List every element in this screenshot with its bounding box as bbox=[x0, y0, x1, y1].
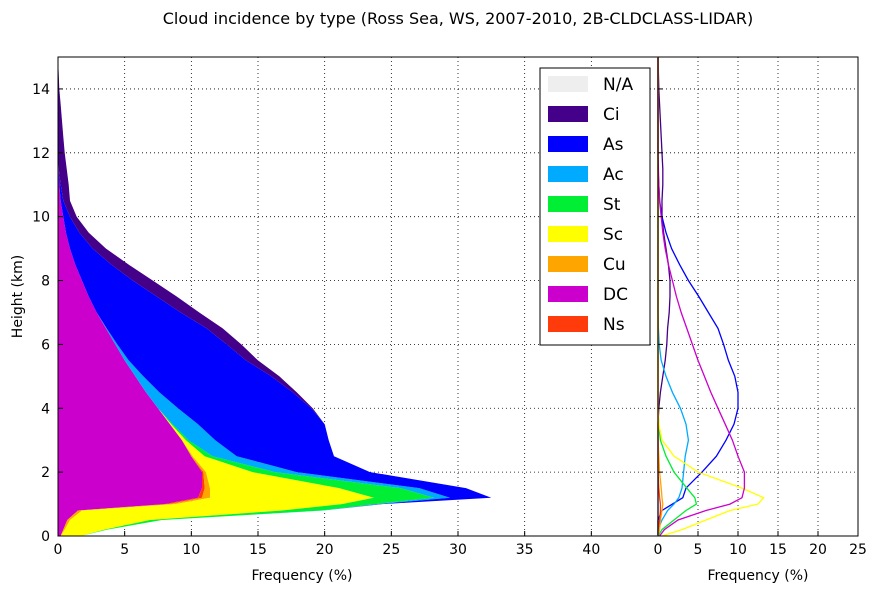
main-xtick-label: 30 bbox=[449, 542, 467, 558]
legend-label: Sc bbox=[603, 225, 623, 245]
side-xtick-label: 15 bbox=[769, 542, 787, 558]
chart-title: Cloud incidence by type (Ross Sea, WS, 2… bbox=[163, 9, 754, 28]
legend-item-cu: Cu bbox=[548, 255, 626, 275]
legend-swatch bbox=[548, 256, 588, 272]
legend-swatch bbox=[548, 166, 588, 182]
legend-item-ns: Ns bbox=[548, 315, 625, 335]
legend-label: As bbox=[603, 135, 624, 155]
side-xtick-label: 5 bbox=[694, 542, 703, 558]
main-y-axis-label: Height (km) bbox=[10, 255, 26, 338]
main-xtick-label: 0 bbox=[54, 542, 63, 558]
profile-line-6 bbox=[657, 57, 746, 537]
main-ytick-label: 2 bbox=[41, 465, 50, 481]
legend-label: St bbox=[603, 195, 621, 215]
legend-label: N/A bbox=[603, 75, 633, 95]
profile-line-3 bbox=[657, 57, 698, 537]
legend-item-dc: DC bbox=[548, 285, 628, 305]
main-axes: 0 5 10 15 20 25 30 35 40 0 2 4 6 8 10 12 14 Frequency (%)… bbox=[10, 56, 659, 584]
legend-label: Cu bbox=[603, 255, 626, 275]
legend-swatch bbox=[548, 316, 588, 332]
side-xtick-label: 20 bbox=[809, 542, 827, 558]
main-ytick-label: 8 bbox=[41, 274, 50, 290]
side-panel: 0 5 10 15 20 25 Frequency (%) bbox=[654, 56, 867, 584]
main-ytick-label: 0 bbox=[41, 529, 50, 545]
legend-item-na: N/A bbox=[548, 75, 633, 95]
side-xtick-label: 0 bbox=[654, 542, 663, 558]
area-st bbox=[58, 57, 434, 536]
area-dc bbox=[58, 57, 202, 536]
legend: N/A Ci As Ac St Sc Cu DC Ns bbox=[539, 67, 651, 346]
side-axes: 0 5 10 15 20 25 Frequency (%) bbox=[654, 56, 867, 584]
legend-label: Ns bbox=[603, 315, 625, 335]
main-ytick-label: 4 bbox=[41, 401, 50, 417]
legend-label: Ci bbox=[603, 105, 620, 125]
area-as bbox=[58, 57, 492, 536]
main-xtick-label: 40 bbox=[582, 542, 600, 558]
side-data bbox=[657, 56, 765, 537]
main-ytick-label: 14 bbox=[32, 82, 50, 98]
main-xtick-label: 15 bbox=[249, 542, 267, 558]
legend-swatch bbox=[548, 76, 588, 92]
main-x-axis-label: Frequency (%) bbox=[251, 568, 352, 584]
profile-line-4 bbox=[657, 57, 765, 537]
legend-label: DC bbox=[603, 285, 628, 305]
legend-swatch bbox=[548, 106, 588, 122]
side-xtick-label: 25 bbox=[849, 542, 867, 558]
legend-item-as: As bbox=[548, 135, 624, 155]
area-ac bbox=[58, 57, 450, 536]
main-xtick-label: 5 bbox=[120, 542, 129, 558]
main-ytick-label: 12 bbox=[32, 146, 50, 162]
legend-item-ci: Ci bbox=[548, 105, 620, 125]
side-xtick-label: 10 bbox=[729, 542, 747, 558]
legend-swatch bbox=[548, 286, 588, 302]
legend-swatch bbox=[548, 226, 588, 242]
side-grid bbox=[657, 57, 859, 537]
main-ytick-label: 6 bbox=[41, 337, 50, 353]
legend-label: Ac bbox=[603, 165, 624, 185]
main-xtick-label: 10 bbox=[182, 542, 200, 558]
main-data bbox=[58, 57, 492, 536]
main-ytick-label: 10 bbox=[32, 210, 50, 226]
legend-item-st: St bbox=[548, 195, 621, 215]
side-frame bbox=[657, 56, 859, 537]
main-xtick-label: 35 bbox=[516, 542, 534, 558]
main-xtick-label: 25 bbox=[382, 542, 400, 558]
legend-swatch bbox=[548, 196, 588, 212]
main-panel: 0 5 10 15 20 25 30 35 40 0 2 4 6 8 10 12 14 Frequency (%)… bbox=[10, 56, 659, 584]
legend-swatch bbox=[548, 136, 588, 152]
legend-item-ac: Ac bbox=[548, 165, 624, 185]
legend-item-sc: Sc bbox=[548, 225, 623, 245]
side-x-axis-label: Frequency (%) bbox=[707, 568, 808, 584]
main-xtick-label: 20 bbox=[316, 542, 334, 558]
profile-line-2 bbox=[657, 57, 690, 536]
